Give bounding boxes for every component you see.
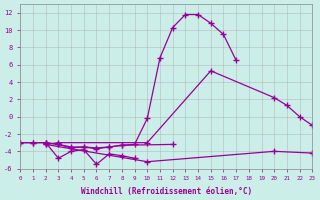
X-axis label: Windchill (Refroidissement éolien,°C): Windchill (Refroidissement éolien,°C) [81,187,252,196]
